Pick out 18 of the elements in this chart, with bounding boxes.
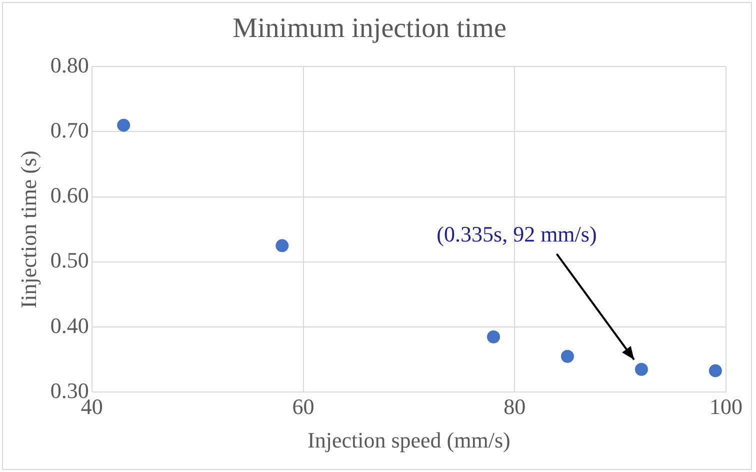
x-tick-label: 100 [710,394,742,420]
y-tick-label: 0.70 [50,118,89,142]
y-axis-title: Iinjection time (s) [16,150,41,308]
point [486,330,500,344]
point [276,239,289,252]
point [117,118,130,132]
annotation: (0.335s, 92 mm/s) [436,222,597,247]
x-tick-label: 60 [292,394,314,420]
point [634,362,648,376]
y-tick-label: 0.60 [50,182,89,208]
y-tick-label: 0.40 [50,312,89,338]
point [560,350,574,363]
y-tick-label: 0.80 [50,52,89,78]
x-axis-title: Injection speed (mm/s) [308,428,510,453]
point [708,364,722,378]
x-tick-label: 80 [504,394,526,420]
y-tick-label: 0.50 [50,248,89,273]
chart-title: Minimum injection time [232,13,506,44]
